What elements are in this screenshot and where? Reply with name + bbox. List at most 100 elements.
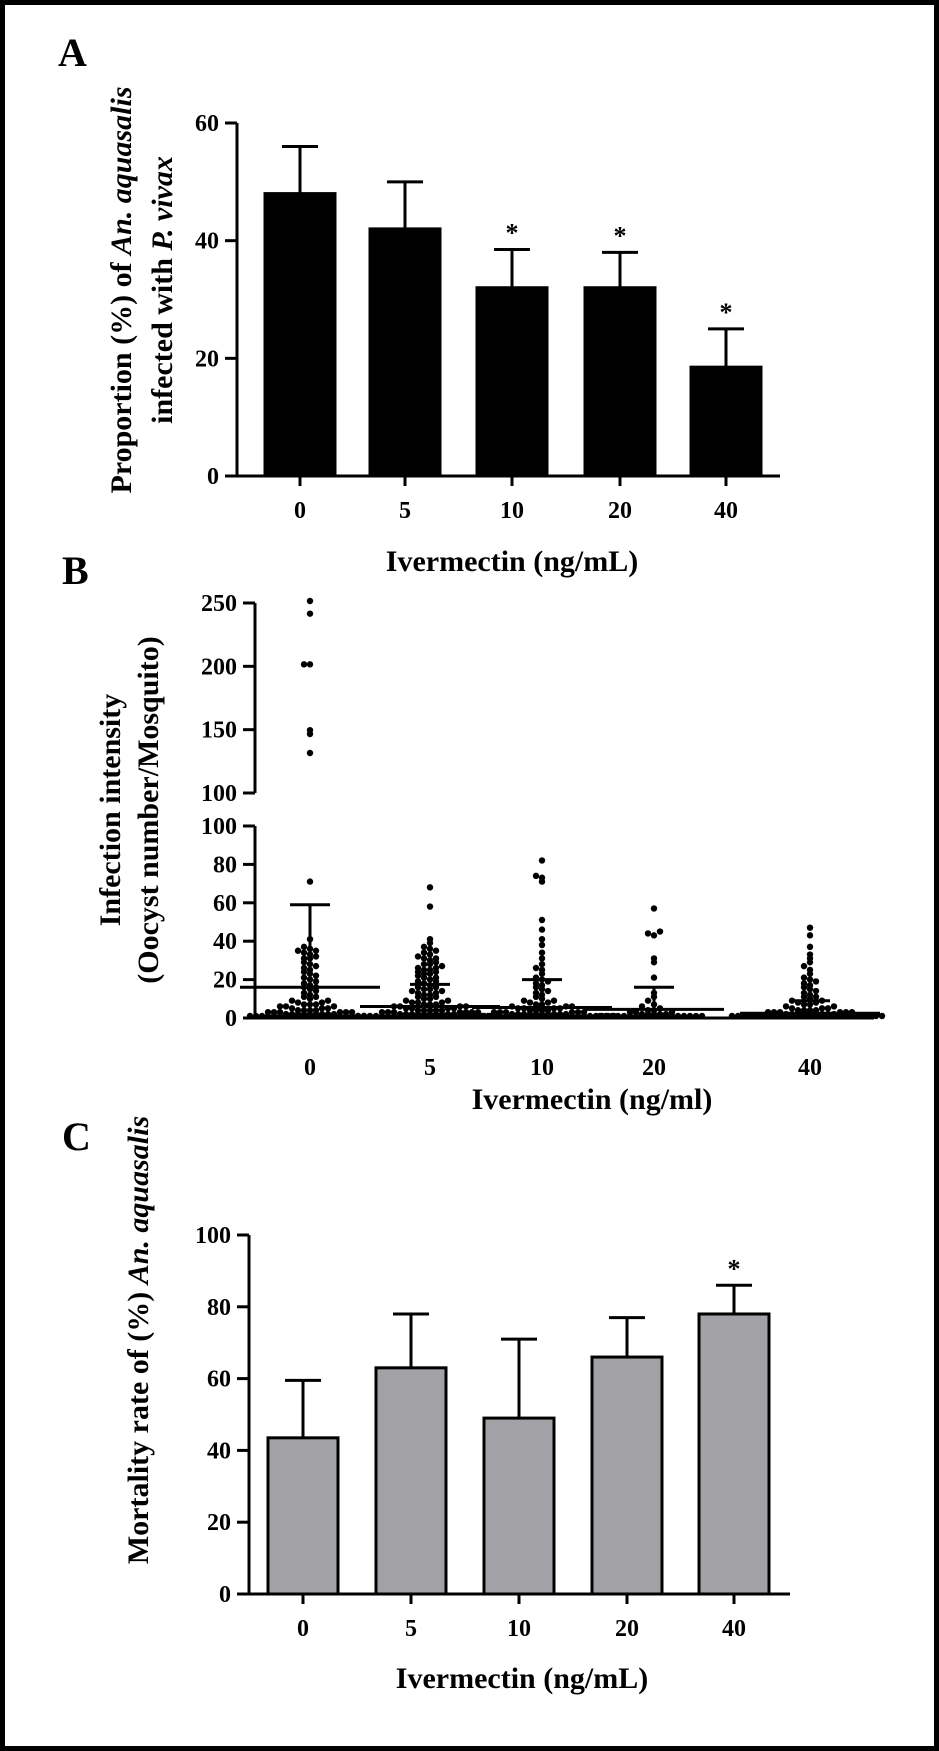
y-tick-label: 40 xyxy=(207,1438,231,1464)
y-tick-label: 40 xyxy=(195,229,219,255)
data-point xyxy=(324,1005,332,1012)
y-tick-label: 200 xyxy=(201,654,237,680)
panel-b-scatter-chart: 100 150 200 250 0 20 40 60 80 100 0 5 10 20 40 Ivermect… xyxy=(94,591,886,1116)
data-point xyxy=(818,1005,826,1012)
data-point xyxy=(444,997,452,1004)
data-point xyxy=(538,949,546,956)
data-point xyxy=(420,955,428,962)
data-point xyxy=(550,1010,558,1018)
data-point xyxy=(420,991,428,999)
data-point xyxy=(782,1003,790,1010)
data-point xyxy=(484,1012,492,1020)
x-axis-title: Ivermectin (ng/mL) xyxy=(386,545,638,578)
data-point xyxy=(294,1007,302,1014)
data-point xyxy=(294,999,302,1006)
data-point xyxy=(614,1012,622,1020)
data-point xyxy=(360,1012,368,1020)
panel-letter-c: C xyxy=(62,1114,91,1159)
data-point xyxy=(408,999,416,1006)
data-point xyxy=(348,1008,356,1016)
data-point xyxy=(550,997,558,1004)
data-point xyxy=(788,1005,796,1012)
data-point xyxy=(514,1010,522,1018)
y-tick-label: 60 xyxy=(195,111,219,137)
significance-marker: * xyxy=(720,298,733,327)
data-point xyxy=(674,1012,682,1020)
data-point xyxy=(532,872,540,880)
x-tick-label: 0 xyxy=(297,1616,309,1642)
data-point xyxy=(318,999,326,1006)
data-point xyxy=(300,955,308,962)
data-point xyxy=(324,1010,332,1018)
data-point xyxy=(312,947,320,954)
data-point xyxy=(656,1010,664,1018)
data-point xyxy=(568,1008,576,1016)
panel-letter-a: A xyxy=(58,30,87,75)
data-point xyxy=(426,903,434,910)
significance-marker: * xyxy=(728,1254,741,1283)
x-tick-label: 40 xyxy=(714,498,738,524)
data-point xyxy=(312,1001,320,1008)
significance-marker: * xyxy=(506,218,519,247)
significance-marker: * xyxy=(614,221,627,250)
y-axis-title-line-1: Proportion (%) of An. aquasalis xyxy=(105,87,138,494)
data-point xyxy=(472,1012,480,1020)
y-tick-label: 150 xyxy=(201,718,237,744)
data-point xyxy=(644,997,652,1004)
data-point xyxy=(300,964,308,972)
panel-letter-b: B xyxy=(62,548,89,593)
data-point xyxy=(312,993,320,1000)
data-point xyxy=(800,974,808,981)
data-point xyxy=(330,1003,338,1010)
data-point xyxy=(300,1007,308,1014)
data-point xyxy=(300,661,308,668)
data-point xyxy=(300,1001,308,1008)
data-point xyxy=(508,1010,516,1018)
data-point xyxy=(426,1007,434,1014)
data-point xyxy=(812,987,820,995)
data-point xyxy=(318,1005,326,1012)
data-point xyxy=(426,966,434,974)
data-point xyxy=(282,1003,290,1010)
data-point xyxy=(312,1007,320,1014)
data-point xyxy=(432,974,440,981)
data-point xyxy=(426,945,434,952)
data-point xyxy=(264,1008,272,1016)
data-point xyxy=(806,943,814,951)
data-point xyxy=(312,962,320,970)
data-point xyxy=(300,989,308,997)
data-point xyxy=(414,999,422,1006)
data-point xyxy=(638,1010,646,1018)
x-tick-label: 20 xyxy=(608,498,632,524)
data-point xyxy=(276,1003,284,1010)
data-point xyxy=(312,972,320,979)
bar-0 xyxy=(266,1436,340,1596)
x-axis-title: Ivermectin (ng/mL) xyxy=(396,1662,648,1695)
data-point xyxy=(306,727,314,734)
x-tick-label: 5 xyxy=(424,1055,436,1081)
data-point xyxy=(426,957,434,964)
data-point xyxy=(620,1012,628,1020)
data-point xyxy=(456,1008,464,1016)
data-point xyxy=(596,1012,604,1020)
y-tick-label: 0 xyxy=(219,1582,231,1608)
data-point xyxy=(538,941,546,949)
data-point xyxy=(384,1008,392,1016)
data-point xyxy=(426,936,434,943)
data-point xyxy=(306,749,314,757)
y-tick-label: 100 xyxy=(195,1223,231,1249)
data-point xyxy=(432,955,440,962)
data-point xyxy=(414,964,422,972)
data-point xyxy=(812,993,820,1000)
data-point xyxy=(282,1010,290,1018)
data-point xyxy=(444,1010,452,1018)
data-point xyxy=(372,1012,380,1020)
data-point xyxy=(806,976,814,983)
data-point xyxy=(378,1008,386,1016)
data-point xyxy=(460,1012,468,1020)
data-point xyxy=(538,857,546,864)
data-point xyxy=(680,1012,688,1020)
data-point xyxy=(306,1007,314,1014)
data-point xyxy=(544,987,552,995)
data-point xyxy=(312,978,320,985)
